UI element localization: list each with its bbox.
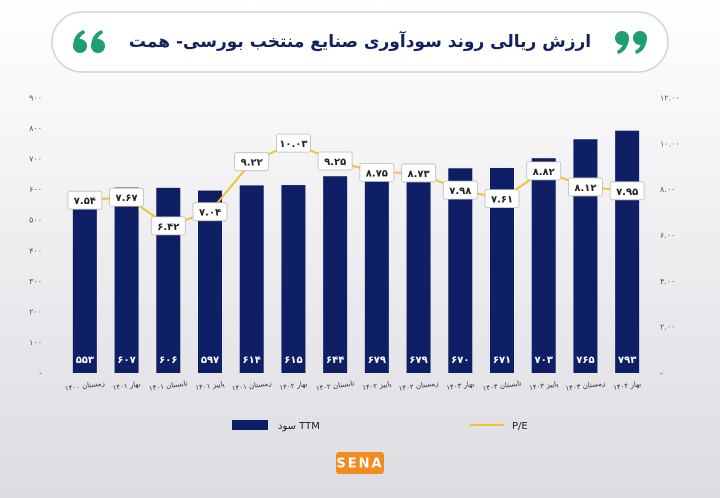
line-label: ۷.۵۴ (74, 196, 96, 207)
line-label: ۱۰.۰۳ (279, 139, 307, 150)
y-tick-label: ۵۰۰ (29, 216, 42, 225)
y2-tick-label: ۱۲.۰۰ (660, 94, 680, 103)
label-box (442, 180, 478, 200)
line-label: ۷.۹۵ (616, 187, 638, 198)
bar (114, 187, 139, 373)
label-box (526, 161, 562, 181)
bar (364, 165, 389, 373)
label-box (234, 152, 270, 172)
bar-label: ۶۷۱ (493, 355, 511, 366)
label-box (109, 187, 144, 207)
bar (72, 204, 97, 373)
y-tick-label: ۶۰۰ (29, 185, 42, 194)
label-box (317, 151, 353, 171)
y-tick-label: ۲۰۰ (29, 307, 42, 316)
x-tick-label: بهار ۱۴۰۴ (613, 380, 642, 392)
bar-label: ۶۰۶ (159, 355, 177, 366)
bar (239, 185, 264, 373)
y-tick-label: ۸۰۰ (29, 124, 42, 133)
line-label: ۷.۹۸ (449, 186, 471, 197)
y-tick-label: ۷۰۰ (29, 155, 42, 164)
bar-label: ۷۹۳ (618, 355, 636, 366)
bar (281, 185, 306, 373)
bar-label: ۶۴۴ (326, 355, 344, 366)
quote-right (615, 31, 647, 54)
bar (448, 168, 473, 373)
line-label: ۷.۶۱ (491, 195, 513, 206)
bar-label: ۶۷۹ (409, 355, 427, 366)
line-label: ۹.۲۲ (241, 158, 263, 169)
y-tick-label: - (39, 369, 42, 378)
y-tick-label: ۴۰۰ (29, 246, 42, 255)
bar-label: ۵۹۷ (201, 355, 219, 366)
label-box (359, 163, 395, 182)
y-tick-label: ۱۰۰ (29, 338, 42, 347)
bar (156, 187, 181, 373)
y2-tick-label: ۴.۰۰ (660, 277, 675, 286)
label-box (568, 177, 603, 197)
y2-tick-label: - (660, 369, 663, 378)
bar-label: ۶۱۵ (284, 355, 302, 366)
legend-label: P/E (512, 421, 528, 432)
logo: SENA (336, 457, 383, 472)
chart-title: ارزش ریالی روند سودآوری صنایع منتخب بورس… (129, 30, 591, 52)
x-tick-label: بهار ۱۴۰۳ (446, 380, 475, 392)
title-pill (51, 11, 669, 73)
line-label: ۸.۷۳ (408, 169, 430, 180)
bar (615, 130, 640, 373)
bar-label: ۶۰۷ (117, 355, 135, 366)
bar (531, 158, 556, 373)
bar-label: ۶۷۹ (368, 355, 386, 366)
quote-left (73, 30, 105, 53)
bar-label: ۷۰۳ (535, 355, 553, 366)
y2-tick-label: ۶.۰۰ (660, 231, 675, 240)
bar (573, 139, 598, 373)
x-tick-label: بهار ۱۴۰۲ (279, 380, 308, 392)
bar (323, 176, 348, 373)
legend-label: سود TTM (278, 421, 320, 432)
y2-tick-label: ۲.۰۰ (660, 323, 675, 332)
line-label: ۸.۸۲ (533, 167, 555, 178)
label-box (484, 189, 520, 209)
label-box (276, 133, 311, 153)
y-tick-label: ۹۰۰ (29, 94, 42, 103)
bar-label: ۵۵۳ (76, 355, 94, 366)
line-label: ۷.۶۷ (116, 193, 138, 204)
y2-tick-label: ۸.۰۰ (660, 185, 675, 194)
line-label: ۹.۲۵ (324, 157, 346, 168)
line-label: ۸.۱۲ (574, 183, 596, 194)
logo-box (336, 452, 384, 474)
bar-label: ۶۱۴ (243, 355, 261, 366)
line-label: ۸.۷۵ (366, 168, 388, 179)
line-label: ۷.۰۴ (199, 208, 221, 219)
y-tick-label: ۳۰۰ (29, 277, 42, 286)
label-box (67, 190, 103, 210)
legend-swatch (232, 420, 268, 430)
bar-label: ۷۶۵ (576, 355, 594, 366)
label-box (150, 216, 186, 236)
y2-tick-label: ۱۰.۰۰ (660, 139, 680, 148)
bar (406, 165, 431, 373)
label-box (609, 181, 645, 201)
line-label: ۶.۴۲ (157, 222, 179, 233)
x-tick-label: بهار ۱۴۰۱ (112, 380, 141, 392)
label-box (401, 163, 436, 183)
label-box (192, 202, 228, 222)
bar-label: ۶۷۰ (451, 355, 469, 366)
